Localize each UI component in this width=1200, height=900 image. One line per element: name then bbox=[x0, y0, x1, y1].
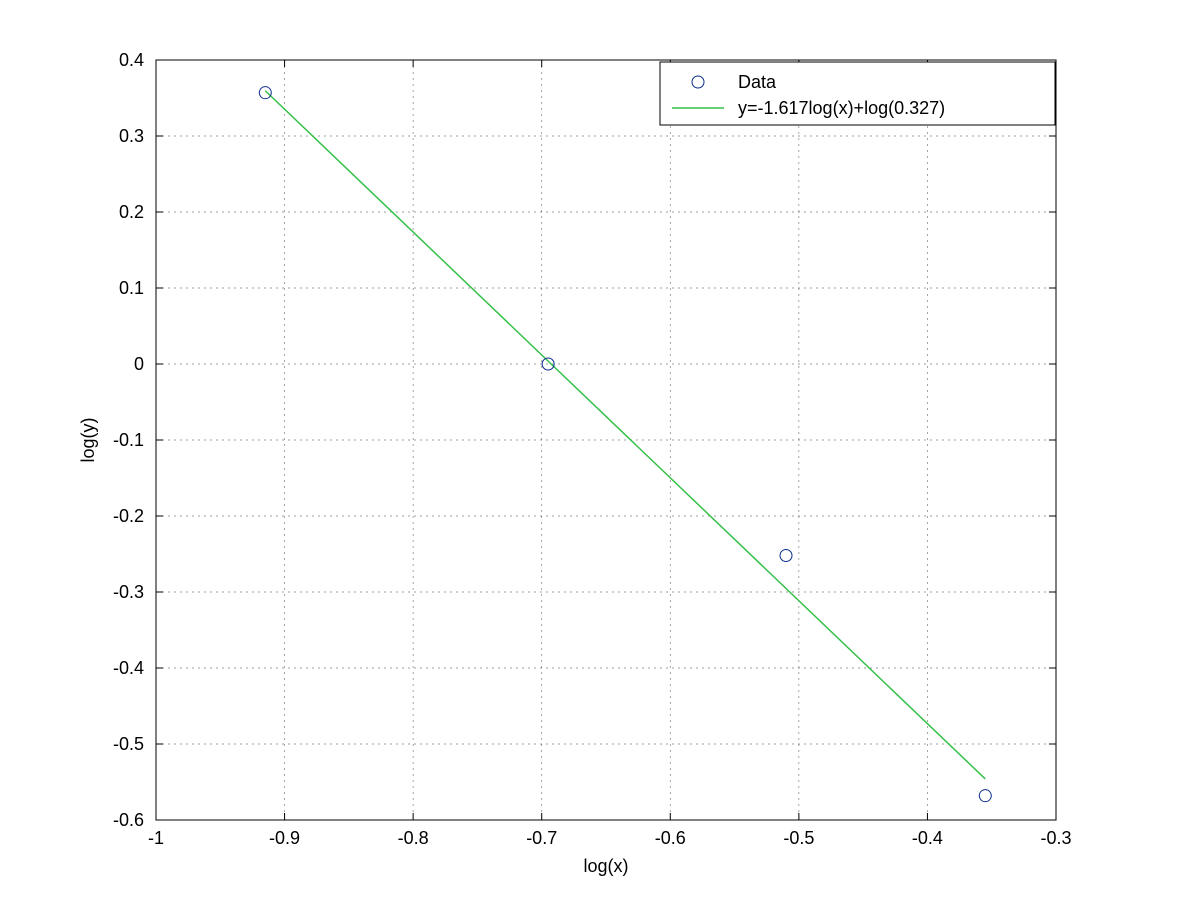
legend-item-data: Data bbox=[738, 72, 777, 92]
x-tick-label: -0.3 bbox=[1040, 828, 1071, 848]
log-log-chart: -1 -0.9 -0.8 -0.7 -0.6 -0.5 -0.4 -0.3 -0.6 -0.5 -0… bbox=[0, 0, 1200, 900]
x-tick-label: -0.7 bbox=[526, 828, 557, 848]
x-axis-label: log(x) bbox=[583, 856, 628, 876]
chart-svg: -1 -0.9 -0.8 -0.7 -0.6 -0.5 -0.4 -0.3 -0.6 -0.5 -0… bbox=[0, 0, 1200, 900]
x-tick-label: -0.5 bbox=[783, 828, 814, 848]
y-tick-label: 0.1 bbox=[119, 278, 144, 298]
y-tick-label: -0.5 bbox=[113, 734, 144, 754]
y-tick-label: 0 bbox=[134, 354, 144, 374]
x-tick-label: -1 bbox=[148, 828, 164, 848]
y-tick-label: 0.4 bbox=[119, 50, 144, 70]
y-tick-label: 0.3 bbox=[119, 126, 144, 146]
y-axis-label: log(y) bbox=[78, 417, 98, 462]
y-tick-label: -0.4 bbox=[113, 658, 144, 678]
y-tick-label: -0.1 bbox=[113, 430, 144, 450]
x-tick-label: -0.4 bbox=[912, 828, 943, 848]
x-tick-label: -0.8 bbox=[398, 828, 429, 848]
y-tick-label: -0.3 bbox=[113, 582, 144, 602]
y-tick-label: 0.2 bbox=[119, 202, 144, 222]
y-tick-label: -0.6 bbox=[113, 810, 144, 830]
x-tick-label: -0.6 bbox=[655, 828, 686, 848]
y-tick-label: -0.2 bbox=[113, 506, 144, 526]
legend-item-fit: y=-1.617log(x)+log(0.327) bbox=[738, 98, 945, 118]
x-tick-label: -0.9 bbox=[269, 828, 300, 848]
